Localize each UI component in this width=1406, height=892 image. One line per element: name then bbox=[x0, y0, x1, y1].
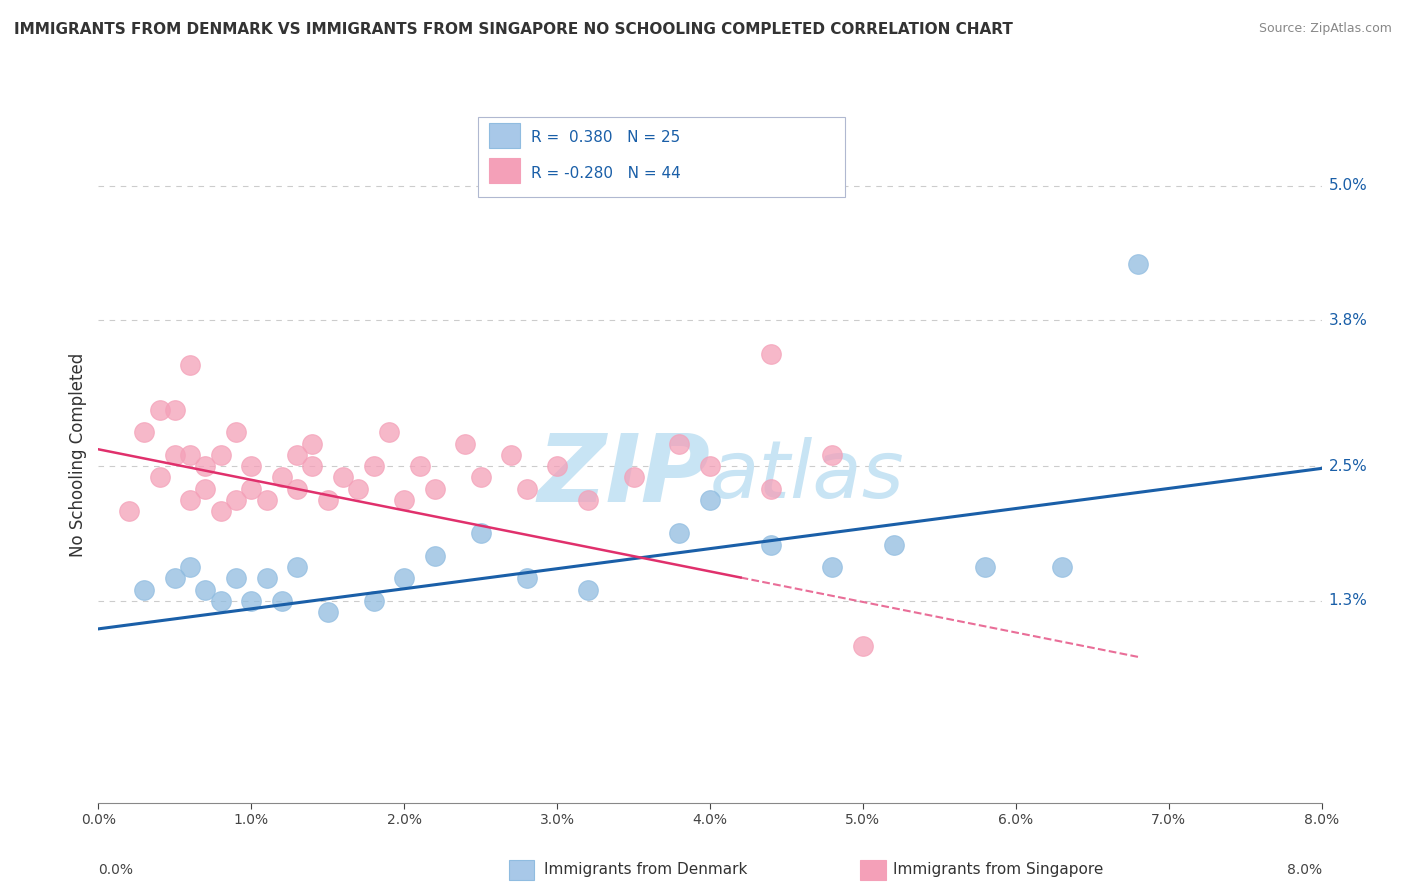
Point bbox=[423, 482, 446, 496]
Text: 8.0%: 8.0% bbox=[1286, 863, 1322, 877]
Text: atlas: atlas bbox=[710, 437, 905, 515]
Point bbox=[225, 425, 247, 440]
Point bbox=[546, 459, 568, 474]
Point bbox=[149, 470, 172, 484]
Text: 1.3%: 1.3% bbox=[1329, 593, 1368, 608]
Point bbox=[454, 436, 477, 450]
Point bbox=[332, 470, 354, 484]
Point bbox=[516, 482, 538, 496]
Point bbox=[699, 492, 721, 507]
Text: 2.5%: 2.5% bbox=[1329, 458, 1368, 474]
Point bbox=[256, 492, 278, 507]
Text: Immigrants from Denmark: Immigrants from Denmark bbox=[544, 863, 748, 877]
Point bbox=[163, 448, 186, 462]
Point bbox=[225, 571, 247, 585]
Point bbox=[699, 459, 721, 474]
Point bbox=[149, 403, 172, 417]
Point bbox=[134, 425, 156, 440]
Text: R = -0.280   N = 44: R = -0.280 N = 44 bbox=[531, 166, 681, 181]
Point bbox=[363, 459, 385, 474]
Point bbox=[759, 482, 782, 496]
Point bbox=[576, 582, 599, 597]
Point bbox=[347, 482, 370, 496]
Point bbox=[759, 538, 782, 552]
Point bbox=[392, 571, 416, 585]
Point bbox=[209, 504, 232, 518]
Point bbox=[316, 605, 339, 619]
Point bbox=[194, 482, 217, 496]
Point bbox=[194, 582, 217, 597]
Point bbox=[301, 436, 323, 450]
Point bbox=[163, 571, 186, 585]
Point bbox=[1128, 257, 1150, 271]
Point bbox=[852, 639, 875, 653]
Text: R =  0.380   N = 25: R = 0.380 N = 25 bbox=[531, 130, 681, 145]
Point bbox=[392, 492, 416, 507]
Point bbox=[179, 448, 201, 462]
Point bbox=[270, 594, 294, 608]
Point bbox=[179, 358, 201, 372]
Point bbox=[378, 425, 401, 440]
Point bbox=[194, 459, 217, 474]
Point bbox=[408, 459, 430, 474]
Point bbox=[285, 448, 308, 462]
Point bbox=[470, 470, 492, 484]
Point bbox=[470, 526, 492, 541]
Point bbox=[576, 492, 599, 507]
Point bbox=[179, 560, 201, 574]
Text: 0.0%: 0.0% bbox=[98, 863, 134, 877]
Point bbox=[821, 560, 844, 574]
Point bbox=[301, 459, 323, 474]
Text: 3.8%: 3.8% bbox=[1329, 313, 1368, 327]
Point bbox=[179, 492, 201, 507]
Point bbox=[285, 560, 308, 574]
Point bbox=[821, 448, 844, 462]
Point bbox=[516, 571, 538, 585]
Point bbox=[316, 492, 339, 507]
Point bbox=[285, 482, 308, 496]
Point bbox=[209, 448, 232, 462]
Point bbox=[668, 526, 690, 541]
Point bbox=[163, 403, 186, 417]
Point bbox=[668, 436, 690, 450]
Point bbox=[118, 504, 141, 518]
Point bbox=[759, 347, 782, 361]
Point bbox=[501, 448, 523, 462]
Point bbox=[240, 594, 263, 608]
Point bbox=[134, 582, 156, 597]
Point bbox=[423, 549, 446, 563]
Point bbox=[256, 571, 278, 585]
Y-axis label: No Schooling Completed: No Schooling Completed bbox=[69, 353, 87, 557]
Point bbox=[240, 459, 263, 474]
Point bbox=[1050, 560, 1073, 574]
Text: IMMIGRANTS FROM DENMARK VS IMMIGRANTS FROM SINGAPORE NO SCHOOLING COMPLETED CORR: IMMIGRANTS FROM DENMARK VS IMMIGRANTS FR… bbox=[14, 22, 1012, 37]
Point bbox=[883, 538, 905, 552]
Point bbox=[974, 560, 997, 574]
Text: Immigrants from Singapore: Immigrants from Singapore bbox=[893, 863, 1104, 877]
Point bbox=[623, 470, 645, 484]
Text: Source: ZipAtlas.com: Source: ZipAtlas.com bbox=[1258, 22, 1392, 36]
Point bbox=[270, 470, 294, 484]
Point bbox=[209, 594, 232, 608]
Text: ZIP: ZIP bbox=[537, 430, 710, 522]
Point bbox=[225, 492, 247, 507]
Point bbox=[240, 482, 263, 496]
Point bbox=[363, 594, 385, 608]
Text: 5.0%: 5.0% bbox=[1329, 178, 1368, 193]
